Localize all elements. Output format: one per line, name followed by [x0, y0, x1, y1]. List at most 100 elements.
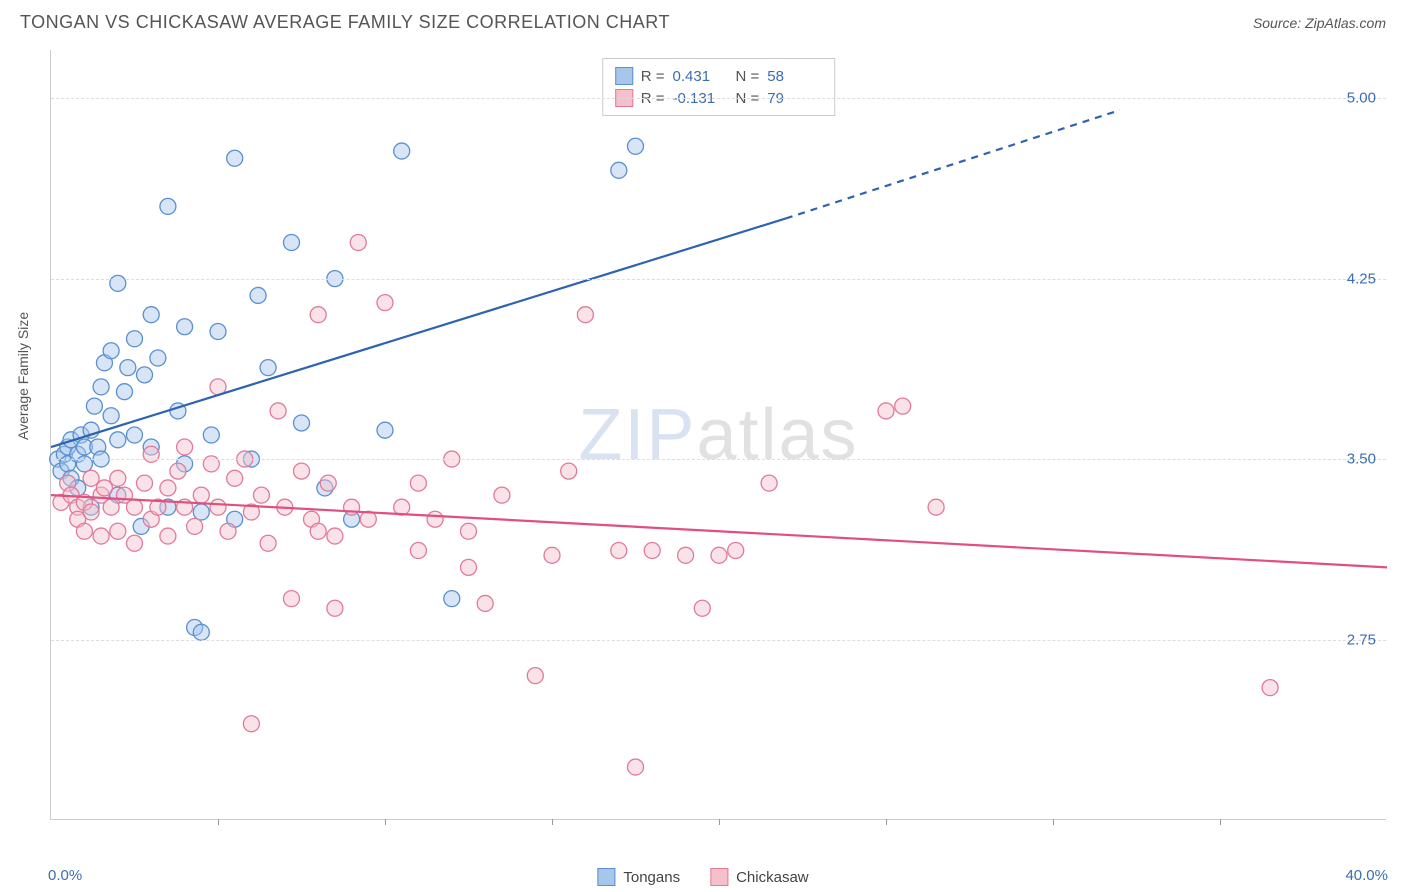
data-point: [150, 350, 166, 366]
data-point: [544, 547, 560, 563]
x-tick: [1053, 819, 1054, 825]
source-label: Source: ZipAtlas.com: [1253, 15, 1386, 31]
data-point: [110, 523, 126, 539]
data-point: [160, 480, 176, 496]
data-point: [177, 439, 193, 455]
x-max-label: 40.0%: [1345, 867, 1388, 884]
data-point: [170, 463, 186, 479]
data-point: [110, 470, 126, 486]
stat-r-value-tongans: 0.431: [673, 68, 728, 85]
x-tick: [1220, 819, 1221, 825]
data-point: [193, 487, 209, 503]
data-point: [694, 600, 710, 616]
data-point: [103, 343, 119, 359]
data-point: [116, 384, 132, 400]
data-point: [644, 543, 660, 559]
data-point: [270, 403, 286, 419]
grid-line: [51, 459, 1386, 460]
data-point: [160, 528, 176, 544]
chart-title: TONGAN VS CHICKASAW AVERAGE FAMILY SIZE …: [20, 12, 670, 33]
data-point: [628, 138, 644, 154]
data-point: [628, 759, 644, 775]
x-min-label: 0.0%: [48, 867, 82, 884]
data-point: [320, 475, 336, 491]
data-point: [878, 403, 894, 419]
data-point: [210, 499, 226, 515]
data-point: [120, 360, 136, 376]
stats-row-tongans: R = 0.431 N = 58: [615, 65, 823, 87]
data-point: [611, 162, 627, 178]
data-point: [561, 463, 577, 479]
legend-swatch-chickasaw: [710, 868, 728, 886]
data-point: [243, 716, 259, 732]
data-point: [477, 595, 493, 611]
stat-r-label: R =: [641, 68, 665, 85]
y-tick-label: 4.25: [1347, 270, 1376, 287]
x-tick: [552, 819, 553, 825]
data-point: [294, 463, 310, 479]
legend-swatch-tongans: [597, 868, 615, 886]
data-point: [410, 475, 426, 491]
swatch-tongans: [615, 67, 633, 85]
data-point: [327, 528, 343, 544]
data-point: [160, 198, 176, 214]
data-point: [93, 379, 109, 395]
legend-label-chickasaw: Chickasaw: [736, 869, 809, 886]
data-point: [193, 624, 209, 640]
data-point: [83, 504, 99, 520]
data-point: [110, 432, 126, 448]
data-point: [928, 499, 944, 515]
data-point: [461, 523, 477, 539]
data-point: [103, 408, 119, 424]
data-point: [127, 499, 143, 515]
data-point: [253, 487, 269, 503]
data-point: [76, 523, 92, 539]
data-point: [410, 543, 426, 559]
regression-line-tongans-dashed: [786, 110, 1120, 218]
data-point: [220, 523, 236, 539]
data-point: [310, 307, 326, 323]
y-tick-label: 5.00: [1347, 90, 1376, 107]
data-point: [350, 235, 366, 251]
data-point: [83, 470, 99, 486]
data-point: [461, 559, 477, 575]
data-point: [260, 535, 276, 551]
y-axis-label: Average Family Size: [15, 312, 31, 440]
data-point: [377, 295, 393, 311]
data-point: [427, 511, 443, 527]
grid-line: [51, 640, 1386, 641]
chart-plot-area: ZIPatlas R = 0.431 N = 58 R = -0.131 N =…: [50, 50, 1386, 820]
y-tick-label: 3.50: [1347, 451, 1376, 468]
data-point: [895, 398, 911, 414]
data-point: [137, 367, 153, 383]
data-point: [93, 528, 109, 544]
x-tick: [886, 819, 887, 825]
data-point: [143, 307, 159, 323]
scatter-svg: [51, 50, 1386, 819]
data-point: [187, 518, 203, 534]
data-point: [127, 535, 143, 551]
data-point: [137, 475, 153, 491]
data-point: [310, 523, 326, 539]
data-point: [327, 600, 343, 616]
data-point: [377, 422, 393, 438]
grid-line: [51, 98, 1386, 99]
data-point: [177, 319, 193, 335]
data-point: [1262, 680, 1278, 696]
data-point: [394, 143, 410, 159]
data-point: [678, 547, 694, 563]
regression-line-tongans: [51, 218, 786, 447]
data-point: [210, 324, 226, 340]
data-point: [494, 487, 510, 503]
data-point: [96, 480, 112, 496]
data-point: [444, 591, 460, 607]
data-point: [527, 668, 543, 684]
data-point: [193, 504, 209, 520]
stats-box: R = 0.431 N = 58 R = -0.131 N = 79: [602, 58, 836, 116]
data-point: [203, 427, 219, 443]
data-point: [227, 150, 243, 166]
data-point: [611, 543, 627, 559]
data-point: [86, 398, 102, 414]
y-tick-label: 2.75: [1347, 631, 1376, 648]
x-tick: [218, 819, 219, 825]
